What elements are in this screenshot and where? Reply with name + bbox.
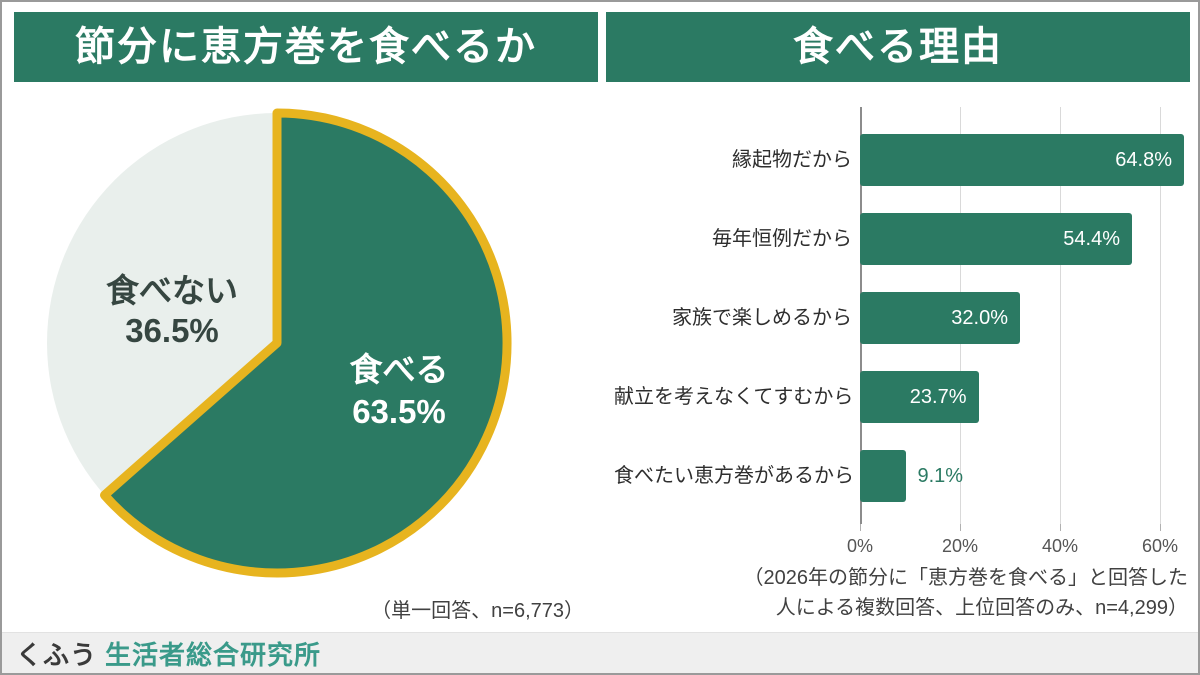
bar: [860, 213, 1132, 265]
bar-row: 家族で楽しめるから 32.0%: [614, 292, 1190, 371]
bar-row: 縁起物だから 64.8%: [614, 134, 1190, 213]
bar-row: 食べたい恵方巻があるから 9.1%: [614, 450, 1190, 529]
pie-chart-note: （単一回答、n=6,773）: [371, 600, 584, 622]
right-panel-title: 食べる理由: [606, 12, 1190, 82]
x-axis-tick-label: 0%: [846, 536, 873, 556]
bar: [860, 134, 1184, 186]
pie-slice-eat: [100, 108, 512, 578]
bar: [860, 292, 1020, 344]
bar-value-label: 32.0%: [951, 307, 1008, 329]
bar-value-label: 64.8%: [1115, 149, 1172, 171]
bar-track: 23.7%: [860, 371, 1190, 450]
bar-chart-note: （2026年の節分に「恵方巻を食べる」と回答した 人による複数回答、上位回答のみ…: [628, 563, 1189, 623]
bar-category-label: 縁起物だから: [732, 149, 852, 171]
x-axis: 0% 20% 40% 60%: [2, 536, 1198, 558]
tick-40: [1060, 524, 1061, 531]
left-panel-title: 節分に恵方巻を食べるか: [14, 12, 598, 82]
bar: [860, 371, 979, 423]
bar-value-label: 9.1%: [917, 465, 964, 487]
bar: [860, 450, 906, 502]
bar-track: 54.4%: [860, 213, 1190, 292]
gridline-40: [1060, 107, 1061, 524]
x-axis-tick-label: 40%: [1041, 536, 1079, 556]
pie-value-not-eat: 36.5%: [125, 312, 219, 349]
pie-label-eat: 食べる: [350, 351, 449, 388]
bar-value-label: 23.7%: [909, 386, 967, 408]
bar-chart-note-line1: （2026年の節分に「恵方巻を食べる」と回答した: [743, 567, 1189, 589]
bar-value-label: 54.4%: [1063, 228, 1120, 250]
footer-bar: くふう 生活者総合研究所: [2, 632, 1198, 673]
gridline-60: [1160, 107, 1161, 524]
bar-chart-note-line2: 人による複数回答、上位回答のみ、n=4,299）: [775, 597, 1188, 619]
tick-60: [1160, 524, 1161, 531]
bar-category-label: 家族で楽しめるから: [672, 307, 852, 329]
x-axis-tick-label: 20%: [941, 536, 979, 556]
bar-row: 献立を考えなくてすむから 23.7%: [614, 371, 1190, 450]
pie-label-not-eat: 食べない: [106, 272, 238, 309]
tick-0: [860, 524, 861, 531]
institute-logo-text: 生活者総合研究所: [105, 639, 322, 670]
pie-chart: 食べない 36.5% 食べる 63.5%: [47, 108, 512, 578]
bar-track: 9.1%: [860, 450, 1190, 529]
kufu-logo: くふう: [16, 639, 98, 670]
pie-value-eat: 63.5%: [352, 393, 446, 430]
bar-track: 32.0%: [860, 292, 1190, 371]
bar-track: 64.8%: [860, 134, 1190, 213]
tick-20: [960, 524, 961, 531]
bar-category-label: 食べたい恵方巻があるから: [614, 465, 854, 487]
bar-category-label: 献立を考えなくてすむから: [614, 386, 854, 408]
bar-row: 毎年恒例だから 54.4%: [614, 213, 1190, 292]
bar-chart: 縁起物だから 64.8% 毎年恒例だから 54.4% 家族で楽しめるから 32.…: [614, 134, 1190, 529]
bar-category-label: 毎年恒例だから: [712, 228, 852, 250]
x-axis-tick-label: 60%: [1141, 536, 1179, 556]
